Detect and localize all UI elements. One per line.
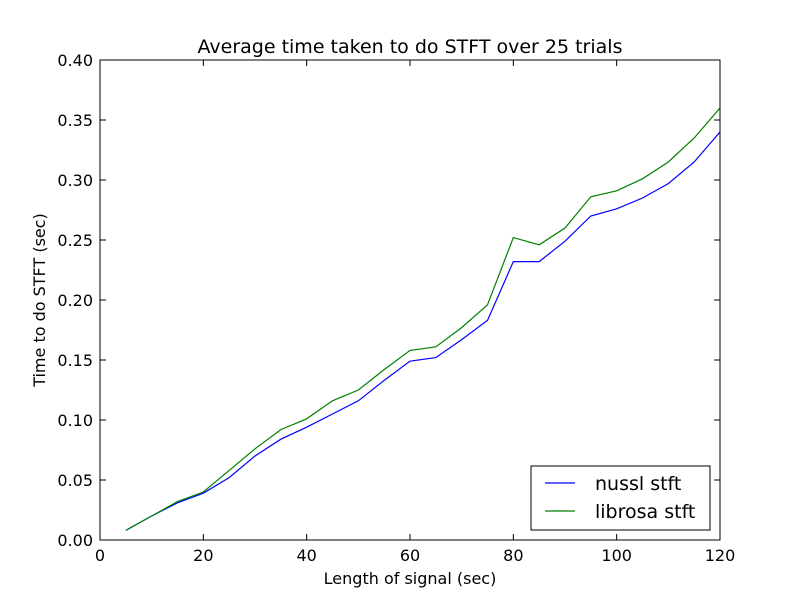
- y-tick-label: 0.05: [57, 471, 93, 490]
- ticks-layer: 0 20 40 60 80 100 120 0.00 0.05 0.10 0.15 0.20 0.25 0…: [57, 51, 735, 565]
- x-tick-label: 0: [95, 546, 105, 565]
- x-tick-label: 60: [400, 546, 420, 565]
- y-tick-label: 0.30: [57, 171, 93, 190]
- legend: nussl stft librosa stft: [530, 465, 711, 531]
- plot-frame: [99, 59, 721, 541]
- y-tick-label: 0.15: [57, 351, 93, 370]
- legend-label-nussl: nussl stft: [595, 473, 681, 495]
- x-axis-label: Length of signal (sec): [324, 569, 497, 588]
- x-tick-label: 40: [296, 546, 316, 565]
- series-layer: [125, 107, 721, 531]
- chart-title: Average time taken to do STFT over 25 tr…: [198, 36, 623, 58]
- x-tick-label: 120: [705, 546, 736, 565]
- y-axis-label: Time to do STFT (sec): [30, 213, 49, 388]
- y-tick-label: 0.25: [57, 231, 93, 250]
- legend-label-librosa: librosa stft: [595, 501, 695, 523]
- y-tick-label: 0.35: [57, 111, 93, 130]
- x-tick-label: 80: [503, 546, 523, 565]
- series-line-nussl-stft: [125, 131, 721, 531]
- series-line-librosa-stft: [125, 107, 721, 531]
- y-tick-label: 0.10: [57, 411, 93, 430]
- y-tick-label: 0.40: [57, 51, 93, 70]
- x-tick-label: 20: [193, 546, 213, 565]
- legend-box: [530, 465, 711, 531]
- x-tick-label: 100: [601, 546, 632, 565]
- y-tick-label: 0.00: [57, 531, 93, 550]
- y-tick-label: 0.20: [57, 291, 93, 310]
